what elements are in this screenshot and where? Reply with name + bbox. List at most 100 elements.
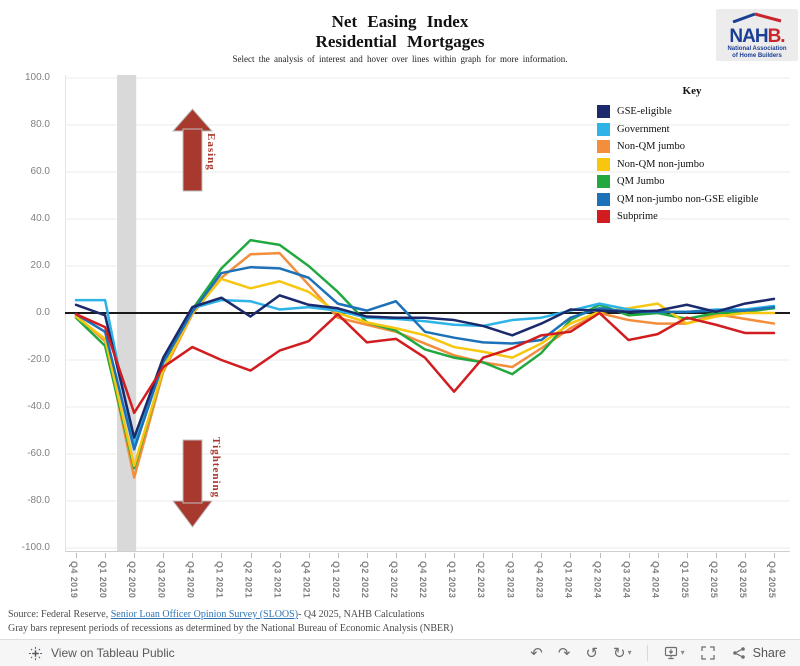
y-tick-label: 40.0: [30, 213, 50, 224]
legend-item[interactable]: Non-QM non-jumbo: [597, 156, 797, 174]
legend-swatch: [597, 105, 610, 119]
legend-swatch: [597, 157, 610, 171]
series-line-non-qm-non-jumbo[interactable]: [74, 277, 776, 467]
legend-item[interactable]: Subprime: [597, 208, 797, 226]
x-tick-label: Q3 2024: [621, 561, 632, 599]
x-tick-mark: [279, 553, 281, 558]
x-tick-label: Q4 2020: [185, 561, 196, 599]
nahb-logo: NAHB. National Association of Home Build…: [716, 9, 798, 61]
share-icon: [732, 647, 745, 659]
sloos-link[interactable]: Senior Loan Officer Opinion Survey (SLOO…: [110, 609, 299, 620]
source-line: Source: Federal Reserve, Senior Loan Off…: [8, 609, 425, 620]
x-tick-label: Q1 2025: [679, 561, 690, 599]
x-axis: Q4 2019 Q1 2020 Q2 2020 Q3 2020 Q4 2020 Q1 20…: [65, 552, 790, 614]
toolbar-divider: [646, 645, 648, 661]
fullscreen-button[interactable]: [700, 645, 716, 661]
refresh-icon: ↻: [613, 644, 626, 662]
plot-area[interactable]: Key GSE-eligible Government Non-QM jumbo…: [65, 75, 790, 552]
nahb-logo-text: NAHB.: [729, 26, 785, 47]
plot-svg[interactable]: [65, 75, 790, 552]
download-icon: [664, 646, 677, 660]
x-tick-mark: [163, 553, 165, 558]
legend-label: QM Jumbo: [617, 176, 665, 188]
redo-button[interactable]: ↷: [558, 645, 571, 661]
y-tick-label: 0.0: [36, 307, 50, 318]
x-tick-mark: [221, 553, 223, 558]
series-line-non-qm-jumbo[interactable]: [74, 251, 776, 479]
legend-label: GSE-eligible: [617, 106, 672, 118]
y-tick-label: 60.0: [30, 166, 50, 177]
y-tick-label: 80.0: [30, 119, 50, 130]
x-tick-label: Q3 2023: [505, 561, 516, 599]
y-tick-label: -80.0: [27, 495, 50, 506]
x-tick-mark: [483, 553, 485, 558]
line-chart: 100.0 80.0 60.0 40.0 20.0 0.0 -20.0 -40.0 -60.0 -…: [0, 72, 790, 614]
x-tick-label: Q2 2020: [127, 561, 138, 599]
legend-item[interactable]: QM Jumbo: [597, 173, 797, 191]
recession-note: Gray bars represent periods of recession…: [8, 623, 454, 634]
x-tick-label: Q4 2023: [534, 561, 545, 599]
x-tick-label: Q4 2024: [650, 561, 661, 599]
x-tick-label: Q4 2021: [301, 561, 312, 599]
y-tick-label: -100.0: [21, 542, 50, 553]
legend-label: Non-QM non-jumbo: [617, 158, 705, 170]
x-tick-label: Q2 2022: [359, 561, 370, 599]
x-tick-label: Q2 2023: [476, 561, 487, 599]
chart-title-line2: Residential Mortgages: [315, 32, 485, 51]
refresh-button[interactable]: ↻ ▾: [613, 645, 632, 661]
chevron-down-icon: ▾: [680, 648, 685, 657]
legend-label: QM non-jumbo non-GSE eligible: [617, 193, 759, 205]
x-tick-mark: [657, 553, 659, 558]
up-arrow-icon: [171, 108, 214, 132]
toolbar-actions: ↶ ↷ ↺ ↻ ▾ ▾: [530, 645, 800, 661]
y-tick-label: -60.0: [27, 448, 50, 459]
legend-swatch: [597, 210, 610, 224]
legend-item[interactable]: Non-QM jumbo: [597, 138, 797, 156]
x-tick-mark: [570, 553, 572, 558]
x-tick-mark: [192, 553, 194, 558]
revert-icon: ↺: [585, 644, 599, 662]
revert-button[interactable]: ↺: [585, 645, 598, 661]
view-on-tableau-public-link[interactable]: View on Tableau Public: [0, 646, 175, 661]
chart-title-line1: Net Easing Index: [331, 12, 469, 31]
x-tick-label: Q4 2019: [69, 561, 79, 599]
legend-swatch: [597, 192, 610, 206]
download-button[interactable]: ▾: [663, 645, 685, 661]
legend-label: Non-QM jumbo: [617, 141, 685, 153]
y-axis: 100.0 80.0 60.0 40.0 20.0 0.0 -20.0 -40.0 -60.0 -…: [0, 72, 58, 553]
nahb-logo-subtext-2: of Home Builders: [732, 53, 782, 59]
legend-swatch: [597, 122, 610, 136]
nahb-roof-icon: [732, 12, 782, 24]
chevron-down-icon: ▾: [627, 648, 632, 657]
chart-subtitle: Select the analysis of interest and hove…: [232, 54, 568, 64]
x-tick-label: Q1 2020: [98, 561, 109, 599]
redo-icon: ↷: [557, 644, 571, 662]
y-tick-label: 100.0: [24, 72, 50, 83]
x-tick-label: Q4 2022: [418, 561, 428, 599]
legend-item[interactable]: Government: [597, 121, 797, 139]
x-tick-mark: [134, 553, 136, 558]
x-tick-mark: [512, 553, 514, 558]
share-button[interactable]: Share: [731, 645, 786, 661]
legend-item[interactable]: QM non-jumbo non-GSE eligible: [597, 191, 797, 209]
tightening-annotation-label: Tightening: [210, 437, 222, 499]
series-line-subprime[interactable]: [74, 311, 776, 415]
x-tick-mark: [337, 553, 339, 558]
x-tick-mark: [686, 553, 688, 558]
legend-title: Key: [682, 85, 702, 97]
x-tick-mark: [541, 553, 543, 558]
share-label: Share: [752, 646, 786, 660]
x-tick-mark: [774, 553, 775, 558]
x-tick-label: Q1 2024: [563, 561, 574, 599]
view-on-tableau-public-label: View on Tableau Public: [51, 646, 175, 660]
fullscreen-icon: [700, 646, 715, 660]
series-line-gse-eligible[interactable]: [74, 294, 776, 439]
series-line-government[interactable]: [74, 298, 776, 446]
x-tick-mark: [250, 553, 252, 558]
y-tick-label: -40.0: [27, 401, 50, 412]
undo-button[interactable]: ↶: [530, 645, 543, 661]
x-tick-mark: [425, 553, 426, 558]
x-tick-mark: [308, 553, 310, 558]
legend-label: Government: [617, 123, 670, 135]
legend-item[interactable]: GSE-eligible: [597, 103, 797, 121]
